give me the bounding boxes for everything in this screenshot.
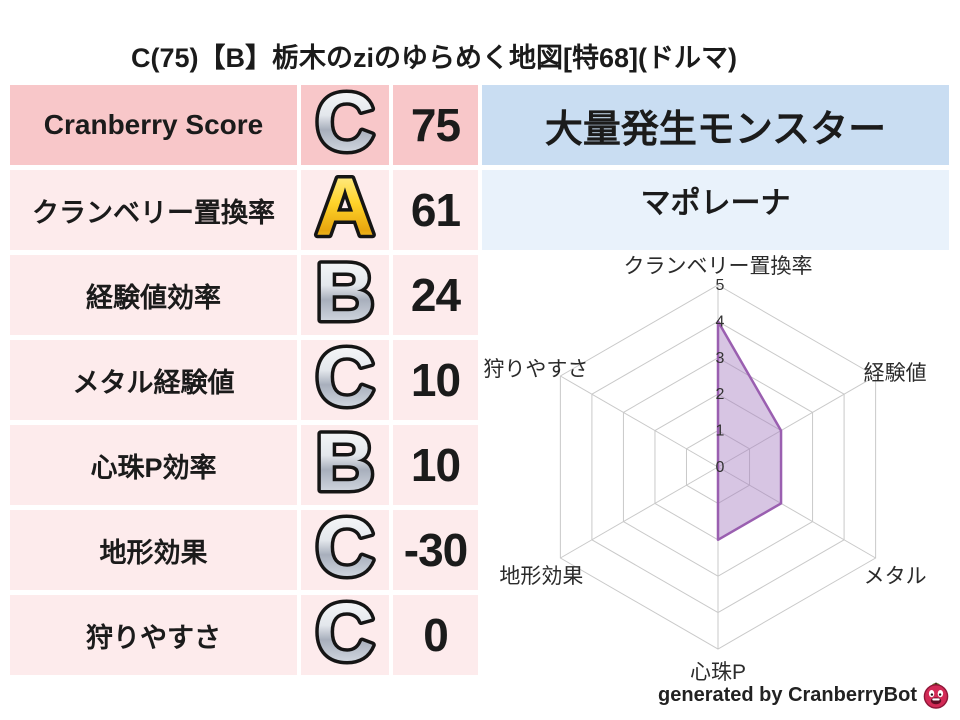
- footer-credit: generated by CranberryBot: [658, 681, 950, 709]
- monster-name: マポレーナ: [482, 170, 949, 250]
- score-value: 10: [393, 425, 478, 505]
- radar-tick-label: 2: [716, 386, 725, 403]
- grade-letter: A: [315, 171, 374, 249]
- cranberry-mascot-icon: [923, 682, 949, 709]
- grade-letter: B: [315, 426, 374, 504]
- score-row-label: メタル経験値: [10, 340, 297, 420]
- radar-tick-label: 4: [716, 313, 725, 330]
- score-table: Cranberry Score C 75 クランベリー置換率 A 61 経験値効…: [10, 85, 478, 675]
- grade-icon: C: [301, 85, 389, 165]
- grade-icon: C: [301, 510, 389, 590]
- score-value: -30: [393, 510, 478, 590]
- grade-icon: B: [301, 425, 389, 505]
- score-row-label: 地形効果: [10, 510, 297, 590]
- grade-letter-icon: C: [312, 511, 378, 589]
- score-value: 24: [393, 255, 478, 335]
- credit-text: generated by CranberryBot: [658, 683, 917, 706]
- radar-axis-label: 地形効果: [499, 565, 583, 588]
- grade-letter-icon: C: [312, 341, 378, 419]
- score-row-label: 心珠P効率: [10, 425, 297, 505]
- score-value: 61: [393, 170, 478, 250]
- score-value: 10: [393, 340, 478, 420]
- radar-tick-label: 5: [716, 277, 725, 294]
- grade-icon: B: [301, 255, 389, 335]
- radar-axis-line: [717, 375, 876, 468]
- radar-axis-label: メタル: [864, 565, 927, 588]
- score-row-label: クランベリー置換率: [10, 170, 297, 250]
- score-row-label: 狩りやすさ: [10, 595, 297, 675]
- grade-icon: A: [301, 170, 389, 250]
- radar-axis-label: 狩りやすさ: [483, 358, 588, 381]
- radar-tick-label: 3: [716, 350, 725, 367]
- grade-letter: C: [315, 511, 374, 589]
- radar-axis-line: [560, 375, 719, 468]
- grade-letter-icon: C: [312, 596, 378, 674]
- grade-icon: C: [301, 595, 389, 675]
- grade-letter: C: [315, 596, 374, 674]
- grade-letter: C: [315, 341, 374, 419]
- monster-panel-header: 大量発生モンスター: [482, 85, 949, 165]
- radar-data-polygon: [716, 320, 783, 542]
- grade-letter-icon: C: [312, 86, 378, 164]
- page-title: C(75)【B】栃木のziのゆらめく地図[特68](ドルマ): [130, 43, 737, 73]
- radar-tick-label: 0: [716, 459, 725, 476]
- grade-letter: C: [315, 86, 374, 164]
- grade-letter-icon: B: [312, 256, 378, 334]
- radar-axis-label: 経験値: [864, 362, 927, 385]
- radar-axis-line: [717, 466, 876, 559]
- monster-name-text: マポレーナ: [640, 187, 791, 220]
- grade-letter-icon: B: [312, 426, 378, 504]
- score-value: 0: [393, 595, 478, 675]
- score-row-label: 経験値効率: [10, 255, 297, 335]
- grade-letter: B: [315, 256, 374, 334]
- radar-tick-label: 1: [716, 423, 725, 440]
- radar-axis-label: 心珠P: [690, 661, 746, 684]
- score-row-label: Cranberry Score: [10, 85, 297, 165]
- grade-letter-icon: A: [312, 171, 378, 249]
- score-value: 75: [393, 85, 478, 165]
- radar-axis-label: クランベリー置換率: [624, 255, 813, 278]
- radar-axis-line: [560, 466, 719, 559]
- grade-icon: C: [301, 340, 389, 420]
